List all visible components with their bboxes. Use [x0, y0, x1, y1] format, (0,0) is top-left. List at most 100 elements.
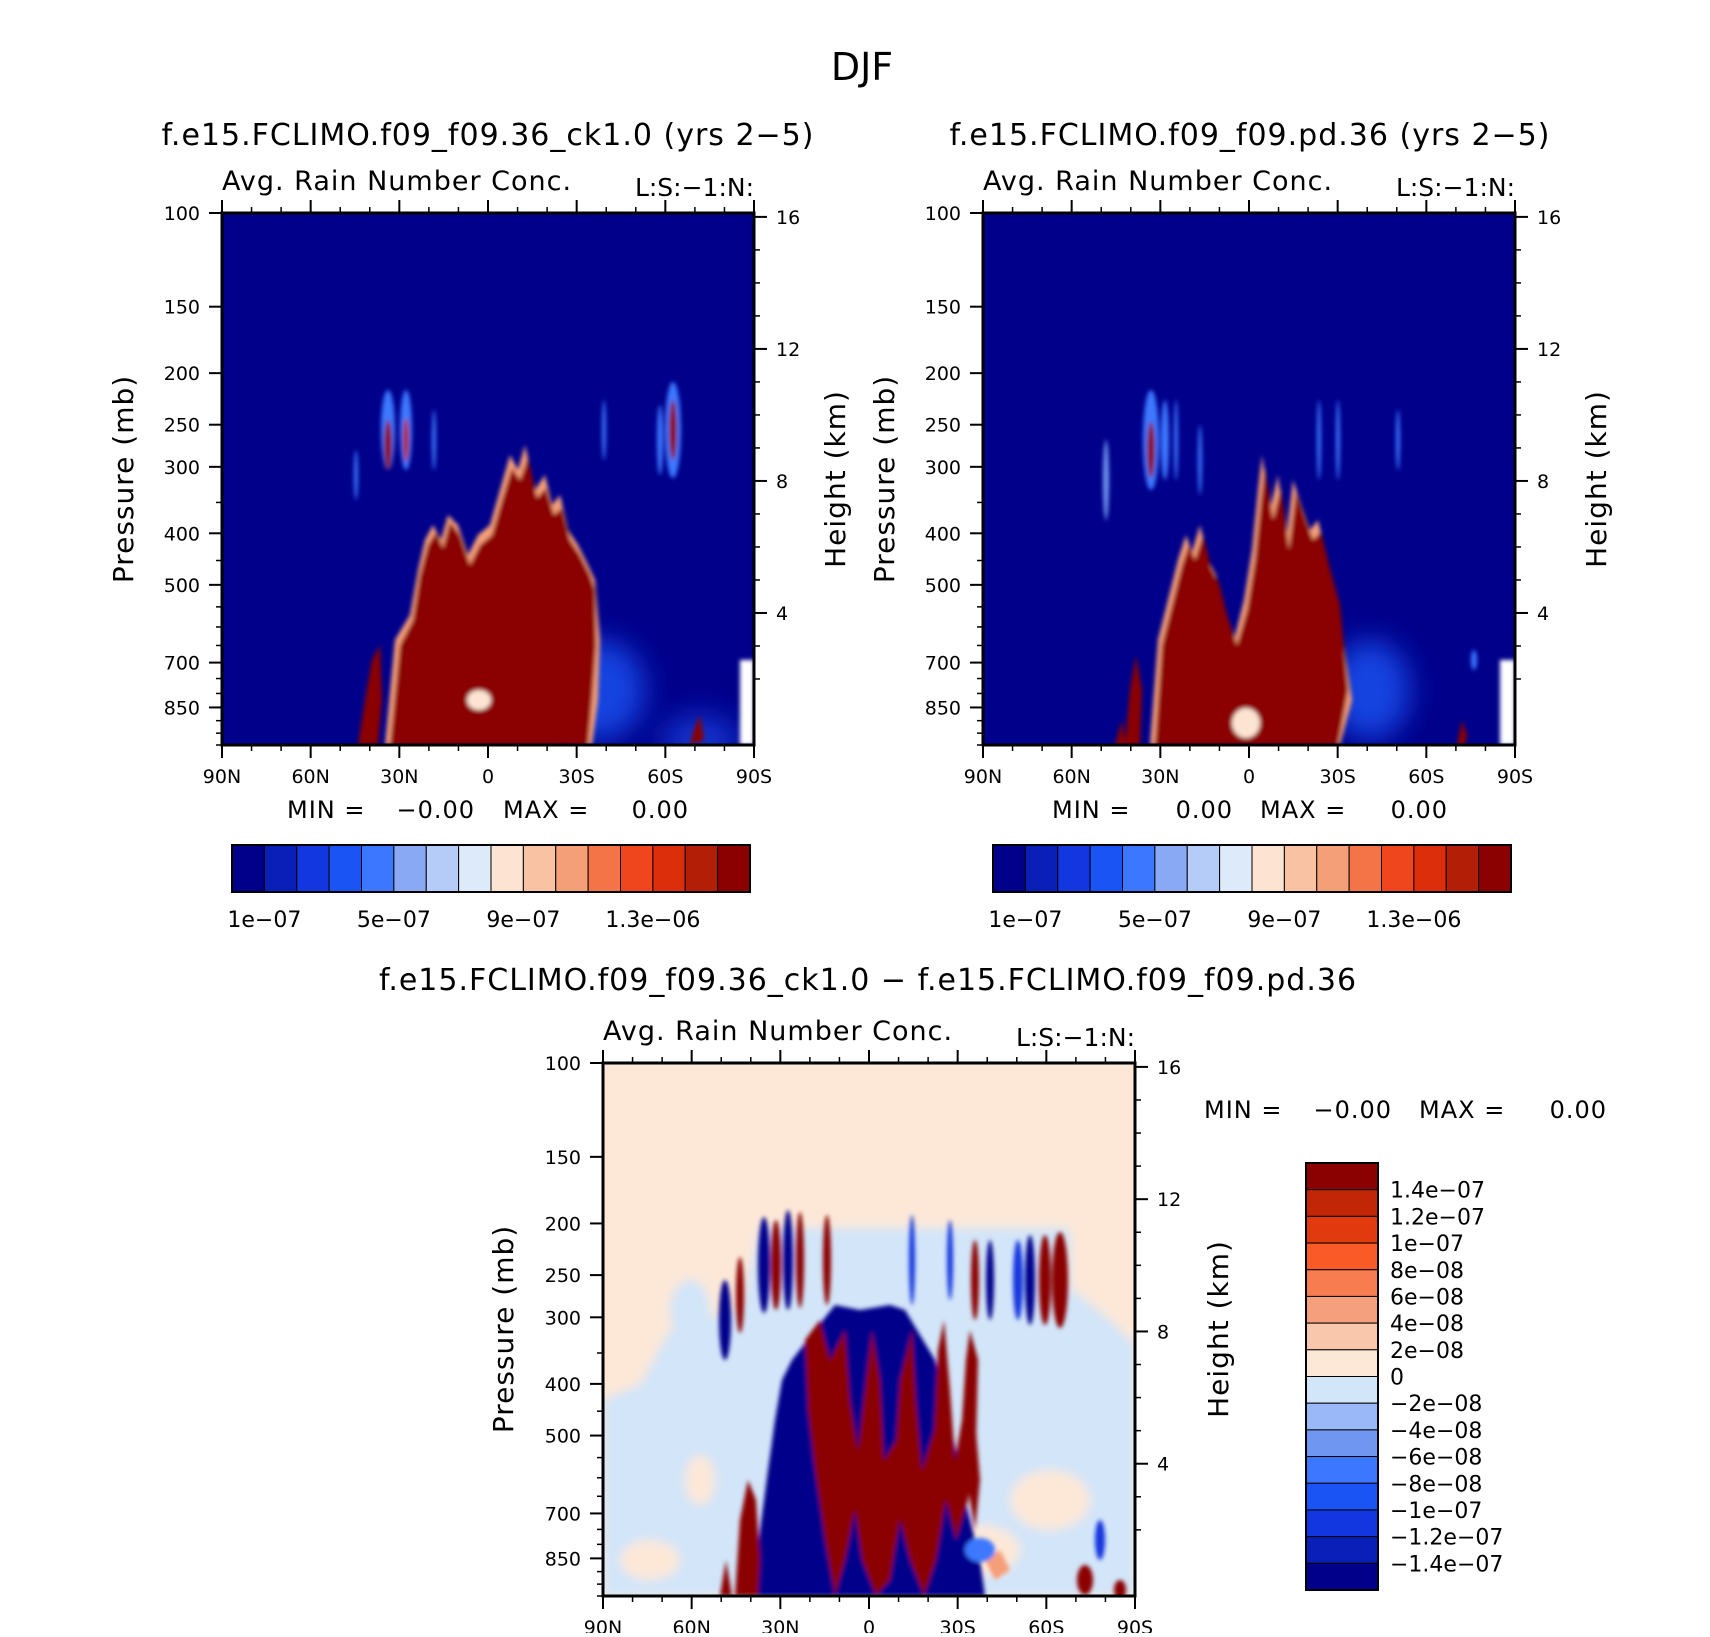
panel-test-x-tick-label: 90N	[964, 766, 1002, 788]
panel-diff-colorbar-label: 2e−08	[1390, 1339, 1464, 1364]
panel-diff: f.e15.FCLIMO.f09_f09.36_ck1.0 − f.e15.FC…	[379, 963, 1607, 1637]
panel-diff-y-tick-label: 100	[545, 1053, 581, 1075]
panel-diff-colorbar-label: 1e−07	[1390, 1232, 1464, 1257]
panel-test-minmax: MIN = 0.00 MAX = 0.00	[1052, 796, 1447, 824]
panel-ctrl-colorbar-box	[296, 844, 330, 893]
panel-test-colorbar-box	[1348, 844, 1382, 893]
panel-ctrl-colorbar-box	[620, 844, 654, 893]
panel-ctrl-colorbar-box	[717, 844, 751, 893]
panel-test-y-tick-label: 700	[925, 653, 961, 675]
panel-test-x-tick-label: 30N	[1141, 766, 1179, 788]
panel-diff-colorbar-box	[1305, 1162, 1379, 1191]
panel-ctrl-colorbar-label: 1.3e−06	[605, 908, 700, 933]
panel-test-x-tick-label: 90S	[1497, 766, 1533, 788]
panel-test-colorbar-box	[992, 844, 1026, 893]
panel-test-y2label: Height (km)	[1580, 390, 1613, 568]
panel-ctrl-colorbar-label: 5e−07	[357, 908, 431, 933]
panel-test-polar-edge	[1457, 720, 1467, 745]
panel-test-colorbar-label: 1e−07	[988, 908, 1062, 933]
panel-ctrl-y2-tick-label: 8	[776, 471, 788, 493]
panel-diff-field	[603, 1063, 1135, 1596]
panel-ctrl-colorbar-label: 1e−07	[227, 908, 301, 933]
panel-diff-colorbar-box	[1305, 1429, 1379, 1458]
panel-test-colorbar-box	[1478, 844, 1512, 893]
panel-test-nh-plume	[1125, 655, 1142, 745]
panel-ctrl-colorbar-box	[652, 844, 686, 893]
panel-diff-x-tick-label: 0	[863, 1617, 875, 1633]
panel-diff-colorbar-label: −6e−08	[1390, 1446, 1482, 1471]
panel-diff-upper-cell-60s	[1052, 1232, 1068, 1328]
panel-diff-x-tick-label: 30S	[940, 1617, 976, 1633]
panel-diff-y-tick-label: 850	[545, 1548, 581, 1570]
panel-diff-colorbar-box	[1305, 1349, 1379, 1377]
panel-test-y2-tick-label: 8	[1537, 471, 1549, 493]
panel-diff-x-tick-label: 30N	[761, 1617, 799, 1633]
panel-diff-colorbar-label: 1.2e−07	[1390, 1205, 1485, 1230]
panel-test-y-tick-label: 150	[925, 297, 961, 319]
panel-diff-y2-tick-label: 4	[1157, 1454, 1169, 1476]
panel-test-colorbar-box	[1122, 844, 1156, 893]
panel-diff-contours	[719, 1210, 1126, 1596]
panel-diff-colorbar-box	[1305, 1295, 1379, 1324]
panel-ctrl-colorbar-box	[263, 844, 298, 893]
panel-ctrl-colorbar-box	[458, 844, 492, 893]
panel-ctrl-min-value: −0.00	[396, 796, 475, 824]
panel-diff-colorbar-box	[1305, 1562, 1379, 1591]
panel-test-colorbar-box	[1024, 844, 1059, 893]
panel-ctrl-y-tick-label: 700	[164, 653, 200, 675]
panel-ctrl-y2-tick-label: 16	[776, 207, 800, 229]
panel-test-colorbar-box	[1219, 844, 1253, 893]
panel-diff-x-tick-label: 90N	[584, 1617, 622, 1633]
panel-diff-colorbar-box	[1305, 1215, 1379, 1244]
panel-ctrl-field	[222, 213, 754, 745]
panel-diff-y-tick-label: 500	[545, 1426, 581, 1448]
panel-diff-y-tick-label: 150	[545, 1147, 581, 1169]
panel-test-colorbar-box	[1154, 844, 1188, 893]
panel-ctrl-colorbar-box	[522, 844, 557, 893]
panel-diff-colorbar-label: 1.4e−07	[1390, 1179, 1485, 1204]
panel-ctrl-variable-label: Avg. Rain Number Conc.	[222, 166, 572, 197]
panel-test-colorbar-box	[1316, 844, 1350, 893]
panel-test-y-tick-label: 300	[925, 457, 961, 479]
panel-diff-y-tick-label: 700	[545, 1503, 581, 1525]
panel-ctrl-y2label: Height (km)	[819, 390, 852, 568]
panel-diff-y-tick-label: 200	[545, 1213, 581, 1235]
panel-test-colorbar: 1e−07 5e−07 9e−07 1.3e−06	[988, 844, 1512, 933]
panel-test-colorbar-box	[1186, 844, 1221, 893]
panel-diff-max-value: 0.00	[1550, 1096, 1607, 1124]
panel-ctrl-colorbar-box	[555, 844, 589, 893]
page-title: DJF	[831, 45, 893, 89]
panel-test-halo	[1330, 640, 1410, 740]
panel-diff-colorbar-box	[1305, 1509, 1379, 1538]
panel-ctrl-colorbar: 1e−07 5e−07 9e−07 1.3e−06	[227, 844, 751, 933]
panel-ctrl-x-tick-label: 0	[482, 766, 494, 788]
panel-test-min-value: 0.00	[1176, 796, 1233, 824]
panel-ctrl-y-tick-label: 100	[164, 203, 200, 225]
panel-diff-title: f.e15.FCLIMO.f09_f09.36_ck1.0 − f.e15.FC…	[379, 963, 1357, 998]
panel-test-x-tick-label: 30S	[1320, 766, 1356, 788]
panel-ctrl-y-tick-label: 400	[164, 523, 200, 545]
panel-test-y-tick-label: 200	[925, 363, 961, 385]
panel-test-contours	[1103, 390, 1515, 745]
panel-ctrl-y2-tick-label: 4	[776, 603, 788, 625]
panel-diff-colorbar-label: 8e−08	[1390, 1259, 1464, 1284]
panel-test-tropical-rain-core	[1155, 468, 1348, 745]
panel-diff-max-label: MAX =	[1419, 1096, 1505, 1124]
panel-diff-ylabel: Pressure (mb)	[487, 1225, 520, 1433]
panel-test-colorbar-label: 5e−07	[1118, 908, 1192, 933]
panel-diff-y2-tick-label: 12	[1157, 1189, 1181, 1211]
panel-diff-colorbar-label: −2e−08	[1390, 1392, 1482, 1417]
panel-ctrl-max-value: 0.00	[632, 796, 689, 824]
panel-diff-colorbar-box	[1305, 1536, 1379, 1564]
panel-ctrl-colorbar-box	[328, 844, 362, 893]
panel-diff-y2-tick-label: 8	[1157, 1321, 1169, 1343]
panel-test-colorbar-box	[1445, 844, 1480, 893]
panel-diff-colorbar-label: −1.2e−07	[1390, 1526, 1503, 1551]
panel-diff-colorbar-box	[1305, 1482, 1379, 1511]
panel-test-y2-tick-label: 12	[1537, 339, 1561, 361]
panel-test-colorbar-box	[1057, 844, 1091, 893]
panel-test-y-tick-label: 500	[925, 575, 961, 597]
panel-diff-colorbar: 1.4e−071.2e−071e−078e−086e−084e−082e−080…	[1305, 1162, 1503, 1591]
panel-diff-colorbar-box	[1305, 1402, 1379, 1431]
panel-test-y-tick-label: 850	[925, 697, 961, 719]
